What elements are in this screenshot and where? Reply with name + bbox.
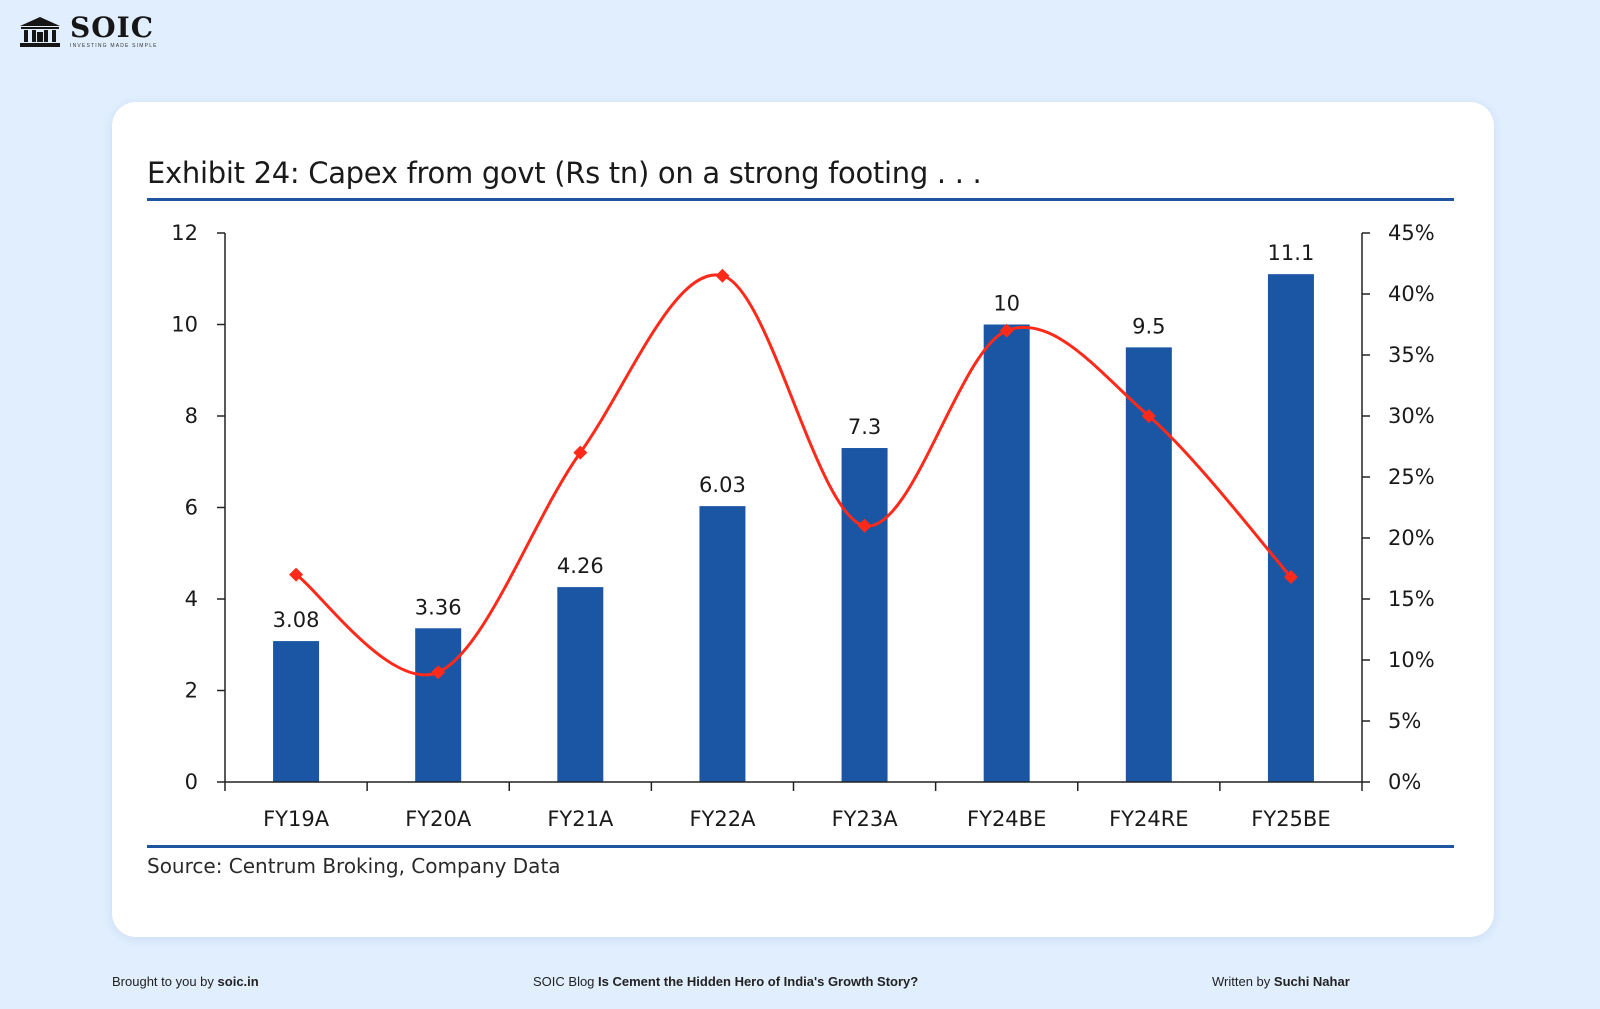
growth-marker (1283, 570, 1298, 585)
bar (273, 641, 320, 782)
y-left-tick-label: 2 (185, 679, 198, 703)
brand-logo[interactable]: SOIC INVESTING MADE SIMPLE (18, 14, 158, 49)
footer-author-name[interactable]: Suchi Nahar (1273, 974, 1350, 989)
y-left-tick-label: 8 (185, 404, 198, 428)
footer-site-link[interactable]: soic.in (217, 974, 259, 989)
growth-marker (573, 445, 588, 460)
bar (1267, 274, 1314, 782)
y-right-tick-label: 45% (1388, 221, 1435, 245)
y-right-tick-label: 40% (1388, 282, 1435, 306)
bank-building-icon (20, 16, 60, 47)
bar (983, 324, 1030, 782)
y-right-tick-label: 35% (1388, 343, 1435, 367)
chart-title: Exhibit 24: Capex from govt (Rs tn) on a… (147, 156, 982, 190)
chart-plot: 3.08 3.36 4.26 6.03 7.3 10 9.5 11.1 0 2 4 6 8 10 12 0% 5… (171, 221, 1435, 831)
bar-data-label: 6.03 (699, 473, 746, 497)
x-tick-label: FY24RE (1109, 807, 1189, 831)
bar-data-label: 4.26 (557, 554, 604, 578)
x-tick-label: FY19A (263, 807, 330, 831)
bar-data-label: 11.1 (1268, 241, 1315, 265)
y-right-tick-label: 15% (1388, 587, 1435, 611)
y-right-tick-label: 10% (1388, 648, 1435, 672)
footer-blog: SOIC Blog Is Cement the Hidden Hero of I… (533, 974, 918, 989)
y-left-tick-label: 10 (171, 313, 198, 337)
growth-marker (431, 665, 446, 680)
growth-marker (857, 518, 872, 533)
y-left-tick-label: 4 (185, 587, 198, 611)
footer-author: Written by Suchi Nahar (1212, 974, 1350, 989)
growth-marker (1141, 409, 1156, 423)
chart-source: Source: Centrum Broking, Company Data (147, 854, 561, 878)
brand-name: SOIC (70, 11, 154, 44)
x-tick-label: FY23A (832, 807, 899, 831)
y-right-tick-label: 20% (1388, 526, 1435, 550)
bar-data-label: 10 (993, 292, 1020, 316)
growth-marker (715, 268, 730, 283)
y-right-tick-label: 5% (1388, 709, 1421, 733)
bar-data-label: 9.5 (1132, 314, 1165, 338)
footer-blog-prefix: SOIC Blog (533, 974, 595, 989)
y-right-tick-label: 25% (1388, 465, 1435, 489)
footer-credit: Brought to you by soic.in (112, 974, 259, 989)
y-right-tick-label: 0% (1388, 770, 1421, 794)
bar (415, 628, 462, 782)
footer-credit-prefix: Brought to you by (112, 974, 214, 989)
growth-marker (289, 567, 304, 582)
growth-line (295, 273, 1293, 677)
y-left-tick-label: 6 (185, 496, 198, 520)
growth-marker (999, 323, 1014, 338)
bar (841, 448, 888, 782)
title-rule (147, 198, 1454, 201)
x-tick-label: FY24BE (967, 807, 1046, 831)
bar-data-label: 3.08 (273, 608, 320, 632)
chart-card: Exhibit 24: Capex from govt (Rs tn) on a… (112, 102, 1494, 937)
brand-tagline: INVESTING MADE SIMPLE (70, 43, 158, 49)
y-left-tick-label: 12 (171, 221, 198, 245)
y-left-tick-label: 0 (185, 770, 198, 794)
x-tick-label: FY20A (405, 807, 472, 831)
y-right-tick-label: 30% (1388, 404, 1435, 428)
bar-data-label: 7.3 (848, 415, 881, 439)
x-tick-label: FY22A (689, 807, 756, 831)
footer-blog-title[interactable]: Is Cement the Hidden Hero of India's Gro… (598, 974, 919, 989)
source-rule (147, 845, 1454, 848)
footer-author-prefix: Written by (1212, 974, 1271, 989)
bar-data-label: 3.36 (415, 595, 462, 619)
x-tick-label: FY25BE (1251, 807, 1330, 831)
x-tick-label: FY21A (547, 807, 614, 831)
bar (557, 587, 604, 782)
bar (699, 506, 746, 782)
